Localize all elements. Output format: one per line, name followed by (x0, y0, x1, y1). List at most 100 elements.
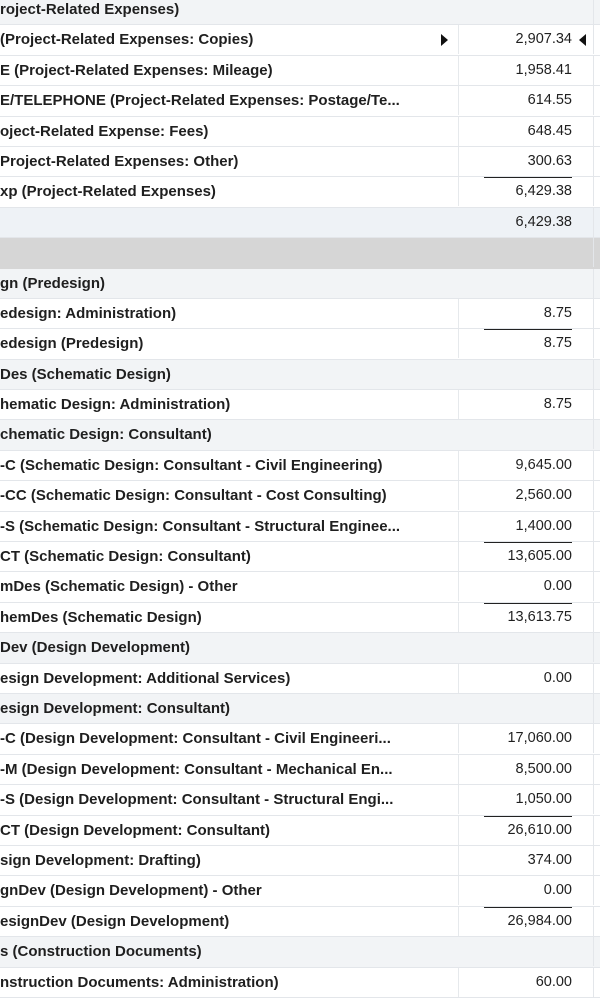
column-divider (593, 390, 594, 420)
amount-value: 0.00 (543, 882, 572, 899)
subtotal-row[interactable]: hemDes (Schematic Design) 13,613.75 (0, 602, 600, 634)
column-divider (593, 268, 594, 298)
amount-value: 614.55 (527, 92, 572, 109)
table-row[interactable]: esign Development: Additional Services) 0… (0, 663, 600, 694)
table-row[interactable]: edesign: Administration) 8.75 (0, 298, 600, 330)
column-divider (593, 238, 594, 268)
account-label: (Project-Related Expenses: Copies) (0, 31, 254, 49)
table-row[interactable]: -CC (Schematic Design: Consultant - Cost… (0, 481, 600, 512)
amount-value: 17,060.00 (507, 730, 572, 747)
group-header-row[interactable]: chematic Design: Consultant) (0, 420, 600, 451)
subtotal-row[interactable]: CT (Schematic Design: Consultant) 13,605.… (0, 542, 600, 573)
amount-cell (458, 481, 594, 511)
table-row[interactable]: hematic Design: Administration) 8.75 (0, 390, 600, 421)
amount-value: 26,610.00 (484, 815, 572, 845)
column-divider (593, 845, 594, 875)
selection-arrow-right-icon (441, 34, 448, 47)
account-label: xp (Project-Related Expenses) (0, 183, 216, 201)
account-label: -C (Design Development: Consultant - Civ… (0, 730, 391, 748)
column-divider (593, 511, 594, 541)
amount-value: 374.00 (527, 851, 572, 868)
column-divider (593, 754, 594, 784)
account-label: -S (Schematic Design: Consultant - Struc… (0, 517, 401, 535)
amount-value: 0.00 (543, 669, 572, 686)
account-label: -S (Design Development: Consultant - Str… (0, 791, 394, 809)
account-label: chematic Design: Consultant) (0, 426, 212, 444)
amount-value: 26,984.00 (484, 906, 572, 936)
table-row[interactable]: -M (Design Development: Consultant - Mec… (0, 754, 600, 786)
account-label: -CC (Schematic Design: Consultant - Cost… (0, 487, 387, 505)
column-divider (593, 572, 594, 602)
column-divider (593, 876, 594, 906)
column-divider (593, 207, 594, 237)
account-label: s (Construction Documents) (0, 943, 202, 961)
table-row[interactable]: -C (Design Development: Consultant - Civ… (0, 724, 600, 755)
column-divider (593, 25, 594, 55)
table-row[interactable]: mDes (Schematic Design) - Other 0.00 (0, 572, 600, 603)
amount-cell (458, 967, 594, 997)
amount-value (492, 238, 572, 267)
subtotal-row[interactable]: xp (Project-Related Expenses) 6,429.38 (0, 177, 600, 208)
group-header-row[interactable]: Des (Schematic Design) (0, 359, 600, 391)
subtotal-row[interactable]: 6,429.38 (0, 207, 600, 239)
account-label: Project-Related Expenses: Other) (0, 152, 239, 170)
column-divider (593, 86, 594, 116)
amount-value: 1,400.00 (515, 517, 572, 534)
amount-cell (458, 906, 594, 936)
account-label: -M (Design Development: Consultant - Mec… (0, 760, 393, 778)
account-label (0, 208, 430, 237)
amount-cell (458, 177, 594, 207)
account-label (0, 238, 430, 267)
amount-value: 2,907.34 (515, 31, 572, 48)
amount-value (492, 360, 572, 389)
account-label: esign Development: Consultant) (0, 699, 231, 717)
column-divider (593, 602, 594, 632)
group-header-row[interactable]: esign Development: Consultant) (0, 693, 600, 725)
table-row[interactable]: E (Project-Related Expenses: Mileage) 1,9… (0, 55, 600, 87)
account-label: hematic Design: Administration) (0, 396, 231, 414)
table-row[interactable]: nstruction Documents: Administration) 60.… (0, 967, 600, 998)
amount-value: 8.75 (543, 396, 572, 413)
subtotal-row[interactable]: CT (Design Development: Consultant) 26,61… (0, 815, 600, 846)
amount-cell (458, 55, 594, 85)
subtotal-row[interactable]: edesign (Predesign) 8.75 (0, 329, 600, 360)
amount-cell (458, 25, 594, 55)
group-header-row[interactable]: roject-Related Expenses) (0, 0, 600, 26)
account-label: E (Project-Related Expenses: Mileage) (0, 61, 273, 79)
table-row[interactable]: -S (Schematic Design: Consultant - Struc… (0, 511, 600, 543)
amount-value: 9,645.00 (515, 456, 572, 473)
group-header-row[interactable]: s (Construction Documents) (0, 937, 600, 968)
amount-value: 1,050.00 (515, 791, 572, 808)
subtotal-row[interactable]: esignDev (Design Development) 26,984.00 (0, 906, 600, 938)
account-label: edesign (Predesign) (0, 335, 144, 353)
amount-value: 6,429.38 (515, 213, 572, 230)
amount-value: 13,613.75 (484, 602, 572, 632)
column-divider (593, 116, 594, 146)
group-header-row[interactable]: gn (Predesign) (0, 268, 600, 299)
amount-value: 8.75 (543, 304, 572, 321)
account-label: sign Development: Drafting) (0, 851, 201, 869)
table-row[interactable]: -S (Design Development: Consultant - Str… (0, 785, 600, 816)
group-separator (0, 238, 600, 269)
amount-value (492, 420, 572, 449)
amount-cell (458, 450, 594, 480)
table-row[interactable]: E/TELEPHONE (Project-Related Expenses: P… (0, 86, 600, 117)
account-label: edesign: Administration) (0, 304, 177, 322)
group-header-row[interactable]: Dev (Design Development) (0, 633, 600, 664)
table-row[interactable]: gnDev (Design Development) - Other 0.00 (0, 876, 600, 907)
column-divider (593, 298, 594, 328)
account-label: roject-Related Expenses) (0, 1, 180, 18)
column-divider (593, 815, 594, 845)
column-divider (593, 542, 594, 572)
table-row[interactable]: sign Development: Drafting) 374.00 (0, 845, 600, 877)
table-row[interactable]: oject-Related Expense: Fees) 648.45 (0, 116, 600, 147)
column-divider (593, 937, 594, 967)
column-divider (593, 633, 594, 663)
table-row[interactable]: Project-Related Expenses: Other) 300.63 (0, 146, 600, 178)
account-label: Des (Schematic Design) (0, 365, 171, 383)
table-row[interactable]: -C (Schematic Design: Consultant - Civil… (0, 450, 600, 482)
table-row[interactable]: (Project-Related Expenses: Copies) 2,907.… (0, 25, 600, 56)
amount-value: 1,958.41 (515, 61, 572, 78)
amount-value (492, 694, 572, 723)
